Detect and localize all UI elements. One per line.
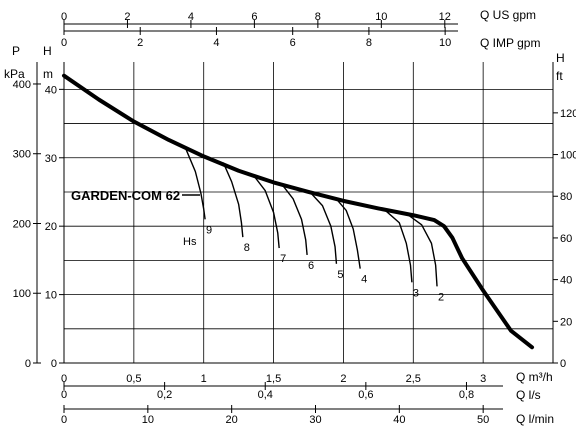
model-title: GARDEN-COM 62 [71,188,180,203]
x-ls-tick-label: 0,8 [459,389,474,401]
x-impgpm-tick-label: 8 [366,37,372,49]
plot-grid [64,62,553,363]
x-m3h-tick-label: 0,5 [126,373,141,385]
y-m-tick-label: 30 [45,153,57,165]
y-ft-tick-label: 20 [560,316,572,328]
y-kpa-tick-label: 100 [13,288,31,300]
y-kpa-tick-label: 0 [25,358,31,370]
chart-axes [33,20,558,413]
suction-curve-4 [334,196,361,269]
y-label-head-right-unit: ft [556,69,563,83]
x-impgpm-tick-label: 6 [290,37,296,49]
x-m3h-tick-label: 2 [340,373,346,385]
y-kpa-tick-label: 400 [13,79,31,91]
x-lmin-tick-label: 50 [477,414,489,426]
x-m3h-tick-label: 3 [480,373,486,385]
y-ft-tick-label: 100 [560,150,576,162]
x-lmin-tick-label: 40 [393,414,405,426]
x-usgpm-tick-label: 0 [61,11,67,23]
chart-curves: 9 8 7 6 5 4 3 2 [62,73,535,350]
hs-label: Hs [183,236,197,248]
y-label-pressure: P [12,44,20,58]
x-ls-tick-label: 0,6 [358,389,373,401]
x-lmin-tick-label: 20 [226,414,238,426]
y-kpa-tick-label: 300 [13,149,31,161]
x-label-lmin: Q l/min [516,412,554,426]
y-label-head-left: H [43,44,52,58]
x-usgpm-tick-label: 4 [188,11,194,23]
suction-curve-2 [407,213,438,287]
y-ft-tick-label: 0 [560,358,566,370]
suction-curve-label-5: 5 [337,269,343,281]
x-m3h-tick-label: 0 [61,373,67,385]
x-usgpm-tick-label: 8 [315,11,321,23]
x-usgpm-tick-label: 6 [251,11,257,23]
suction-curve-label-3: 3 [413,287,419,299]
suction-curve-label-6: 6 [308,260,314,272]
x-label-usgpm: Q US gpm [480,8,536,22]
x-lmin-tick-label: 30 [309,414,321,426]
x-lmin-tick-label: 10 [142,414,154,426]
y-ft-tick-label: 120 [560,108,576,120]
x-usgpm-tick-label: 10 [375,11,387,23]
y-m-tick-label: 40 [45,84,57,96]
y-label-head-right: H [556,51,565,65]
suction-curve-label-2: 2 [438,291,444,303]
x-usgpm-tick-label: 12 [439,11,451,23]
x-ls-tick-label: 0,4 [258,389,273,401]
suction-curve-label-7: 7 [280,253,286,265]
pump-curve [62,73,535,350]
x-m3h-tick-label: 1 [201,373,207,385]
suction-curve-3 [384,209,413,283]
suction-curve-5 [309,191,338,264]
y-kpa-tick-label: 200 [13,218,31,230]
x-impgpm-tick-label: 4 [213,37,219,49]
x-impgpm-tick-label: 0 [61,37,67,49]
x-impgpm-tick-label: 10 [439,37,451,49]
x-m3h-tick-label: 2,5 [406,373,421,385]
y-m-tick-label: 10 [45,290,57,302]
suction-curve-6 [281,184,308,255]
axis-labels: Q US gpm Q IMP gpm P kPa H m H ft Q m³/h… [4,8,565,426]
x-ls-tick-label: 0 [61,389,67,401]
y-m-tick-label: 20 [45,221,57,233]
y-ft-tick-label: 80 [560,191,572,203]
suction-curve-9 [184,147,206,220]
y-ft-tick-label: 40 [560,275,572,287]
suction-curve-label-4: 4 [361,274,367,286]
y-label-head-left-unit: m [43,67,53,81]
x-impgpm-tick-label: 2 [137,37,143,49]
y-label-pressure-unit: kPa [4,67,25,81]
suction-curve-label-9: 9 [206,224,212,236]
x-label-impgpm: Q IMP gpm [480,36,540,50]
suction-curve-7 [252,173,280,249]
x-label-m3h: Q m³/h [516,370,553,384]
x-usgpm-tick-label: 2 [124,11,130,23]
suction-curve-label-8: 8 [244,242,250,254]
x-m3h-tick-label: 1,5 [266,373,281,385]
y-ft-tick-label: 60 [560,233,572,245]
x-label-ls: Q l/s [516,388,541,402]
x-ls-tick-label: 0,2 [157,389,172,401]
y-m-tick-label: 0 [51,358,57,370]
suction-curve-8 [222,162,244,238]
x-lmin-tick-label: 0 [61,414,67,426]
model-label: GARDEN-COM 62 [71,188,200,203]
